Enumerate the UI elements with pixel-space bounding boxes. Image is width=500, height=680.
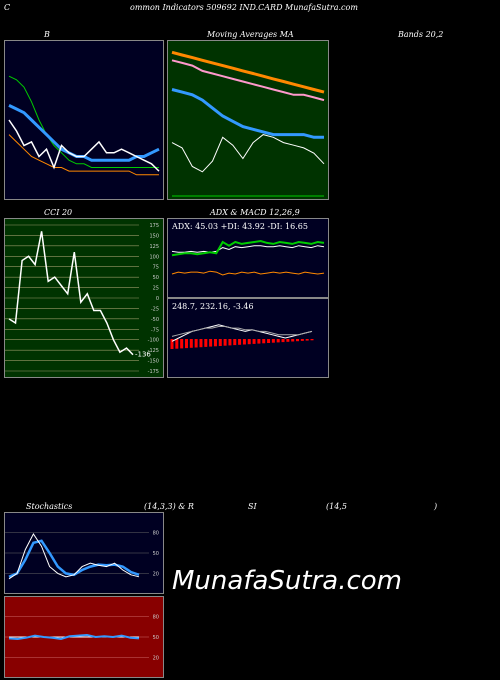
macd-hist-bar: [228, 339, 232, 346]
macd-panel: 248.7, 232.16, -3.46: [167, 298, 329, 378]
cci-last-value: -136: [135, 351, 151, 359]
cci-tick-label: -75: [151, 327, 159, 333]
cci-tick-label: -175: [148, 369, 159, 375]
adx-panel: ADX: 45.03 +DI: 43.92 -DI: 16.65: [167, 218, 329, 298]
macd-hist-bar: [267, 339, 271, 343]
ma-label: Moving Averages MA: [207, 30, 294, 39]
macd-hist-bar: [209, 339, 213, 347]
ma-price-line: [171, 134, 325, 173]
macd-hist-bar: [271, 339, 275, 343]
cci-tick-label: -125: [148, 348, 159, 354]
rsi-tick-label: 80: [153, 615, 159, 621]
macd-hist-bar: [218, 339, 222, 346]
cci-svg: 175 150 125 100 75 50 25 0 -25 -50 -75 -100 -125 -150…: [5, 223, 159, 375]
macd-hist-bar: [213, 339, 217, 347]
cci-tick-label: -150: [148, 359, 159, 365]
cci-tick-label: -100: [148, 338, 159, 344]
stoch-svg: 80 50 20: [5, 531, 159, 580]
macd-hist-bar: [291, 339, 295, 342]
macd-hist-bar: [252, 339, 256, 344]
macd-hist-bar: [199, 339, 203, 348]
macd-hist-bar: [194, 339, 198, 348]
rsi-svg: 80 50 20: [5, 615, 159, 661]
cci-tick-label: 175: [149, 223, 159, 229]
adx-readout: ADX: 45.03 +DI: 43.92 -DI: 16.65: [172, 222, 308, 231]
cci-tick-label: 50: [153, 275, 159, 281]
stoch-k-line: [8, 533, 140, 580]
cci-tick-label: 150: [149, 233, 159, 239]
bollinger-upper-line: [8, 75, 159, 168]
macd-hist-bar: [170, 339, 174, 349]
macd-hist-bar: [238, 339, 242, 345]
macd-hist-bar: [184, 339, 188, 349]
adx-svg: [171, 239, 325, 276]
macd-hist-bar: [189, 339, 193, 348]
stoch-panel: 80 50 20: [4, 512, 164, 594]
macd-hist-bar: [296, 339, 300, 342]
ma-ma-long-line: [171, 50, 325, 94]
page-title: C: [4, 3, 10, 12]
stoch-label-b: (14,3,3) & R: [144, 502, 194, 511]
macd-hist-bar: [300, 339, 304, 341]
adx-minus-di-line: [171, 270, 325, 276]
rsi-panel: 80 50 20: [4, 596, 164, 678]
macd-hist-bar: [305, 339, 309, 341]
macd-hist-bar: [281, 339, 285, 343]
bands-label: Bands 20,2: [398, 30, 444, 39]
bollinger-lower-line: [8, 134, 159, 176]
macd-hist-bar: [175, 339, 179, 349]
macd-hist-bar: [180, 339, 184, 349]
macd-signal-line: [171, 326, 313, 337]
stoch-label-c: SI: [248, 502, 257, 511]
macd-hist-bar: [223, 339, 227, 346]
cci-tick-label: 125: [149, 244, 159, 250]
cci-tick-label: 100: [149, 254, 159, 260]
page-title-rest: ommon Indicators 509692 IND.CARD MunafaS…: [130, 3, 358, 12]
cci-label: CCI 20: [44, 208, 73, 217]
bollinger-svg: [8, 75, 160, 176]
macd-hist-bar: [286, 339, 290, 342]
stoch-label-e: ): [434, 502, 438, 511]
stoch-tick-label: 80: [153, 531, 159, 537]
macd-hist-bar: [310, 339, 314, 341]
stoch-label-a: Stochastics: [26, 502, 73, 511]
cci-tick-label: 75: [153, 265, 159, 271]
ma-panel: [167, 40, 329, 200]
macd-hist-bar: [204, 339, 208, 347]
adx-line: [171, 245, 325, 253]
macd-readout: 248.7, 232.16, -3.46: [172, 302, 254, 311]
macd-svg: [170, 324, 314, 349]
macd-hist-bar: [247, 339, 251, 345]
cci-tick-label: 0: [156, 296, 159, 302]
cci-tick-label: -50: [151, 317, 159, 323]
cci-line: [8, 231, 134, 356]
bollinger-label: B: [44, 30, 50, 39]
rsi-tick-label: 50: [153, 635, 159, 641]
bollinger-middle-line: [8, 104, 160, 162]
cci-panel: 175 150 125 100 75 50 25 0 -25 -50 -75 -100 -125 -150…: [4, 218, 164, 378]
macd-hist-bar: [257, 339, 261, 344]
cci-tick-label: 25: [153, 286, 159, 292]
stoch-tick-label: 20: [153, 571, 159, 577]
watermark: MunafaSutra.com: [172, 566, 403, 596]
ma-svg: [171, 50, 325, 197]
macd-hist-bar: [242, 339, 246, 345]
bollinger-panel: [4, 40, 164, 200]
macd-hist-bar: [276, 339, 280, 343]
cci-tick-label: -25: [151, 306, 159, 312]
bollinger-price-line: [8, 119, 160, 172]
macd-line: [171, 324, 313, 342]
stoch-label-d: (14,5: [326, 502, 347, 511]
macd-hist-bar: [233, 339, 237, 346]
page-title-c: C: [4, 3, 11, 12]
stoch-d-line: [8, 539, 140, 578]
adx-macd-label: ADX & MACD 12,26,9: [210, 208, 300, 217]
rsi-line: [8, 633, 140, 641]
rsi-tick-label: 20: [153, 655, 159, 661]
stoch-tick-label: 50: [153, 551, 159, 557]
adx-plus-di-line: [171, 239, 325, 257]
ma-ma-mid-line: [171, 59, 325, 102]
ma-ma-short-line: [171, 88, 324, 139]
macd-hist-bar: [262, 339, 266, 344]
